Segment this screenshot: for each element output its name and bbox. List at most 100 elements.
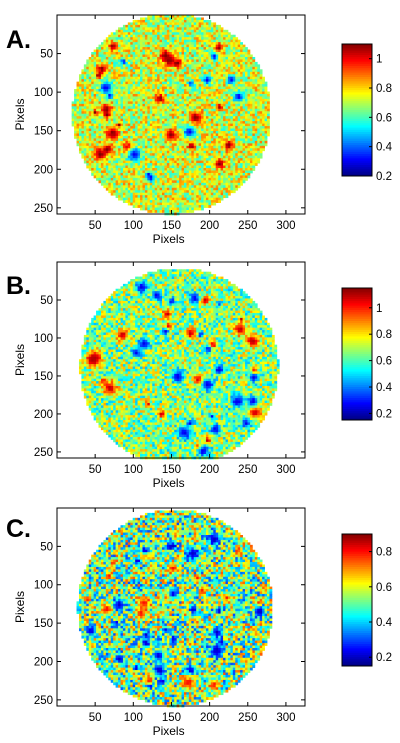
heatmap-cell (130, 81, 134, 85)
heatmap-cell (166, 158, 170, 162)
heatmap-cell (210, 140, 214, 144)
heatmap-cell (137, 69, 141, 73)
heatmap-cell (193, 187, 197, 191)
heatmap-cell (103, 113, 107, 117)
heatmap-cell (242, 61, 246, 65)
heatmap-cell (210, 71, 214, 75)
heatmap-cell (115, 42, 119, 46)
heatmap-cell (171, 192, 175, 196)
heatmap-cell (230, 153, 234, 157)
heatmap-cell (252, 126, 256, 129)
heatmap-cell (115, 64, 119, 68)
heatmap-cell (208, 22, 212, 26)
heatmap-cell (93, 103, 97, 107)
heatmap-cell (166, 155, 170, 159)
heatmap-cell (120, 190, 124, 194)
heatmap-cell (149, 153, 153, 157)
heatmap-cell (252, 113, 256, 117)
heatmap-cell (247, 121, 251, 124)
heatmap-cell (215, 145, 219, 149)
heatmap-cell (93, 49, 97, 53)
heatmap-cell (162, 108, 165, 112)
heatmap-cell (115, 150, 119, 154)
heatmap-cell (98, 52, 102, 55)
heatmap-cell (144, 131, 148, 134)
heatmap-cell (208, 66, 212, 70)
heatmap-cell (193, 131, 197, 134)
heatmap-cell (252, 111, 256, 115)
heatmap-cell (144, 172, 148, 176)
heatmap-cell (254, 101, 258, 105)
heatmap-cell (235, 64, 239, 68)
heatmap-cell (113, 34, 116, 38)
heatmap-cell (144, 76, 148, 80)
heatmap-cell (188, 145, 192, 149)
heatmap-cell (181, 182, 185, 186)
heatmap-cell (201, 190, 204, 194)
heatmap-cell (242, 56, 246, 60)
heatmap-cell (166, 106, 170, 110)
heatmap-cell (162, 56, 165, 60)
heatmap-cell (159, 44, 163, 48)
heatmap-cell (130, 47, 134, 50)
heatmap-cell (140, 86, 143, 90)
heatmap-cell (157, 185, 160, 189)
heatmap-cell (235, 106, 239, 110)
heatmap-cell (227, 123, 231, 127)
heatmap-cell (154, 101, 158, 105)
heatmap-cell (257, 84, 261, 87)
heatmap-cell (159, 96, 163, 100)
heatmap-cell (130, 74, 134, 78)
heatmap-cell (171, 76, 175, 80)
heatmap-cell (176, 172, 180, 176)
heatmap-cell (208, 113, 212, 117)
heatmap-cell (162, 42, 165, 46)
heatmap-cell (83, 86, 87, 90)
heatmap-cell (125, 177, 129, 181)
heatmap-cell (88, 133, 92, 137)
heatmap-cell (242, 66, 246, 70)
heatmap-cell (179, 108, 182, 112)
heatmap-cell (169, 172, 173, 176)
heatmap-cell (245, 153, 248, 157)
heatmap-cell (201, 32, 204, 36)
heatmap-cell (110, 135, 114, 139)
heatmap-cell (183, 76, 187, 80)
heatmap-cell (208, 187, 212, 191)
heatmap-cell (96, 121, 99, 124)
heatmap-cell (225, 66, 229, 70)
heatmap-cell (262, 84, 265, 87)
heatmap-cell (262, 135, 265, 139)
heatmap-cell (78, 98, 82, 102)
heatmap-cell (100, 180, 104, 184)
heatmap-cell (88, 91, 92, 95)
heatmap-cell (223, 121, 226, 124)
heatmap-cell (203, 111, 207, 115)
heatmap-cell (225, 113, 229, 117)
heatmap-cell (142, 165, 146, 169)
heatmap-cell (215, 123, 219, 127)
heatmap-cell (166, 145, 170, 149)
heatmap-cell (110, 61, 114, 65)
heatmap-cell (147, 145, 151, 149)
heatmap-cell (225, 34, 229, 38)
heatmap-cell (205, 165, 209, 169)
heatmap-cell (242, 168, 246, 171)
heatmap-cell (203, 42, 207, 46)
heatmap-cell (213, 86, 217, 90)
heatmap-cell (164, 19, 168, 23)
heatmap-cell (171, 27, 175, 31)
heatmap-cell (193, 56, 197, 60)
heatmap-cell (198, 54, 202, 58)
heatmap-cell (213, 69, 217, 73)
heatmap-cell (122, 133, 126, 137)
heatmap-cell (81, 111, 85, 115)
heatmap-cell (130, 86, 134, 90)
heatmap-cell (237, 74, 241, 78)
heatmap-cell (110, 143, 114, 147)
heatmap-cell (115, 59, 119, 63)
heatmap-cell (108, 61, 112, 65)
heatmap-cell (174, 52, 178, 55)
heatmap-cell (120, 160, 124, 164)
heatmap-cell (127, 76, 131, 80)
